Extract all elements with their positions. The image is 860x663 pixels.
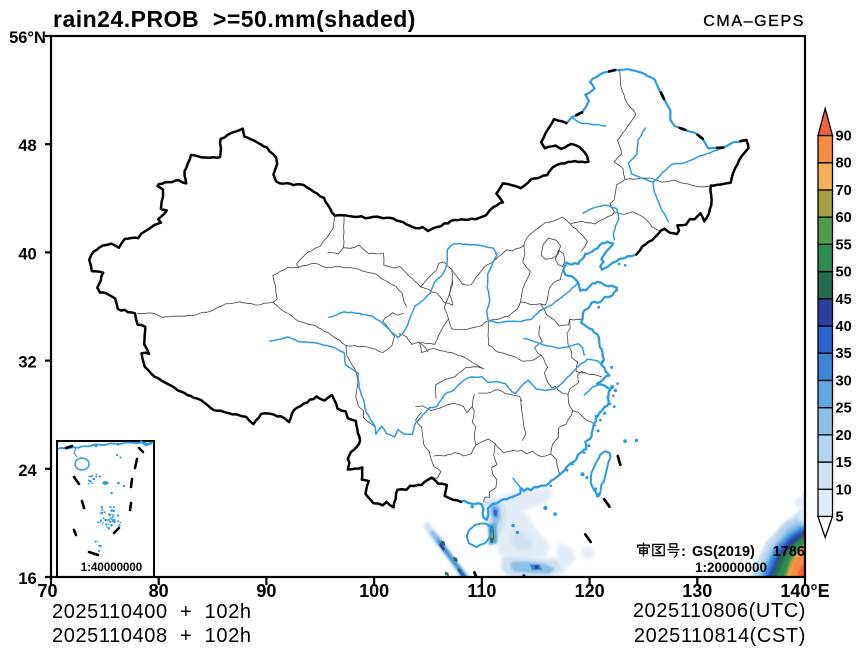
- svg-text:48: 48: [18, 137, 36, 155]
- svg-text:90: 90: [256, 581, 276, 601]
- svg-text:24: 24: [18, 462, 37, 480]
- svg-text:70: 70: [37, 581, 57, 601]
- svg-text:15: 15: [836, 455, 852, 471]
- svg-text:5: 5: [836, 510, 844, 526]
- svg-text:80: 80: [149, 581, 169, 601]
- svg-text:25: 25: [836, 401, 852, 417]
- svg-text:45: 45: [836, 292, 852, 308]
- svg-text:1786: 1786: [773, 544, 805, 560]
- svg-text:140°E: 140°E: [780, 581, 829, 601]
- svg-text:16: 16: [18, 570, 36, 588]
- svg-text:30: 30: [836, 373, 852, 389]
- svg-text:CMA–GEPS: CMA–GEPS: [703, 13, 805, 30]
- svg-text:GS(2019): GS(2019): [692, 544, 755, 560]
- svg-text:1:40000000: 1:40000000: [81, 562, 142, 574]
- svg-text:40: 40: [18, 245, 36, 263]
- svg-text:2025110400 + 102h: 2025110400 + 102h: [52, 601, 252, 623]
- svg-text:90: 90: [836, 129, 852, 145]
- svg-text:2025110806(UTC): 2025110806(UTC): [633, 600, 806, 622]
- svg-text:40: 40: [836, 319, 852, 335]
- svg-text:55: 55: [836, 237, 852, 253]
- svg-text:70: 70: [836, 183, 852, 199]
- svg-text:50: 50: [836, 265, 852, 281]
- svg-text:10: 10: [836, 482, 852, 498]
- svg-text:80: 80: [836, 156, 852, 172]
- svg-text:60: 60: [836, 210, 852, 226]
- svg-text:130: 130: [682, 581, 712, 601]
- svg-text:2025110814(CST): 2025110814(CST): [634, 625, 806, 647]
- svg-text:56°N: 56°N: [9, 29, 46, 47]
- svg-text:32: 32: [18, 354, 36, 372]
- svg-text:1:20000000: 1:20000000: [695, 560, 767, 575]
- svg-text:rain24.PROB >=50.mm(shaded): rain24.PROB >=50.mm(shaded): [53, 6, 416, 32]
- svg-text:110: 110: [467, 581, 496, 601]
- svg-text:20: 20: [836, 428, 852, 444]
- svg-text:2025110408 + 102h: 2025110408 + 102h: [52, 625, 252, 647]
- svg-text::: :: [681, 543, 686, 560]
- svg-text:100: 100: [359, 581, 389, 601]
- svg-text:35: 35: [836, 346, 852, 362]
- svg-text:120: 120: [575, 581, 605, 601]
